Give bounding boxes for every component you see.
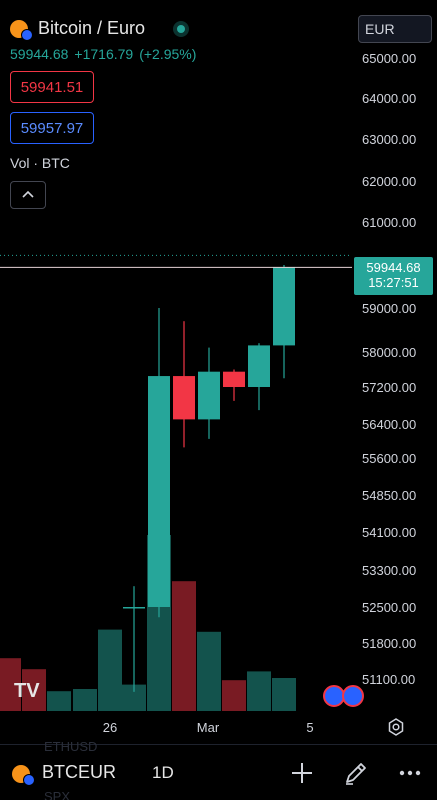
bitcoin-logo-icon [10, 19, 33, 41]
sell-button[interactable]: 59941.51 [10, 71, 94, 103]
chevron-up-icon [22, 190, 34, 198]
volume-bar [0, 658, 21, 711]
collapse-indicators-button[interactable] [10, 181, 46, 209]
chart-header: Bitcoin / Euro 59944.68 +1716.79 (+2.95%… [0, 0, 437, 250]
price-change: +1716.79 [74, 46, 134, 62]
ghost-symbol-above: ETHUSD [44, 739, 98, 754]
last-price-tag-value: 59944.68 [366, 260, 421, 275]
price-axis-label: 54850.00 [362, 488, 416, 503]
price-axis-label: 56400.00 [362, 417, 416, 432]
volume-bar [272, 678, 296, 711]
price-axis-label: 51800.00 [362, 636, 416, 651]
last-price: 59944.68 [10, 46, 69, 62]
buy-button[interactable]: 59957.97 [10, 112, 94, 144]
price-axis-label: 58000.00 [362, 345, 416, 360]
settings-icon[interactable] [386, 717, 406, 737]
volume-bar [22, 669, 46, 711]
events-icon [342, 685, 364, 707]
tradingview-logo-icon: TV [14, 680, 40, 702]
more-icon[interactable] [397, 760, 423, 786]
bar-countdown: 15:27:51 [368, 275, 419, 290]
plus-icon[interactable] [289, 760, 315, 786]
price-axis-label: 59000.00 [362, 301, 416, 316]
volume-bar [222, 680, 246, 711]
title-row: Bitcoin / Euro [10, 18, 190, 41]
last-price-tag: 59944.68 15:27:51 [354, 257, 433, 295]
volume-label: Vol · BTC [10, 155, 70, 171]
candle-body [273, 267, 295, 346]
candle-body [223, 371, 245, 387]
price-axis-label: 54100.00 [362, 525, 416, 540]
bottom-toolbar: ETHUSD SPX BTCEUR 1D [0, 739, 437, 800]
price-axis-label: 61000.00 [362, 215, 416, 230]
price-axis-label: 51100.00 [362, 672, 415, 687]
price-axis-label: 52500.00 [362, 600, 416, 615]
volume-bar [172, 581, 196, 711]
price-change-percent: (+2.95%) [139, 46, 197, 62]
candle-body [248, 345, 270, 387]
candle-body [198, 371, 220, 420]
volume-bar [247, 671, 271, 711]
currency-selector[interactable]: EUR [358, 15, 432, 43]
symbol-title: Bitcoin / Euro [38, 18, 146, 38]
price-axis-label: 62000.00 [362, 174, 416, 189]
volume-bar [73, 689, 97, 711]
volume-bar [98, 629, 122, 711]
time-axis-label: Mar [197, 720, 220, 735]
price-axis-label: 64000.00 [362, 91, 416, 106]
candle-body [123, 607, 145, 609]
time-axis-label: 5 [306, 720, 313, 735]
price-axis-label: 63000.00 [362, 132, 416, 147]
symbol-selector[interactable]: BTCEUR [42, 762, 117, 782]
interval-selector[interactable]: 1D [152, 763, 174, 782]
time-axis-label: 26 [103, 720, 117, 735]
ghost-symbol-below: SPX [44, 789, 71, 800]
volume-bar [47, 691, 71, 711]
volume-bar [197, 631, 221, 711]
bitcoin-logo-icon [12, 765, 35, 786]
price-axis-label: 53300.00 [362, 563, 416, 578]
events-icon [323, 685, 345, 707]
candle-body [173, 376, 195, 420]
price-axis-label: 55600.00 [362, 451, 416, 466]
pencil-icon[interactable] [343, 760, 369, 786]
price-axis-label: 65000.00 [362, 51, 416, 66]
live-status-icon [173, 20, 190, 37]
price-axis-label: 57200.00 [362, 380, 416, 395]
candle-body [148, 376, 170, 607]
price-summary: 59944.68 +1716.79 (+2.95%) [10, 46, 196, 62]
